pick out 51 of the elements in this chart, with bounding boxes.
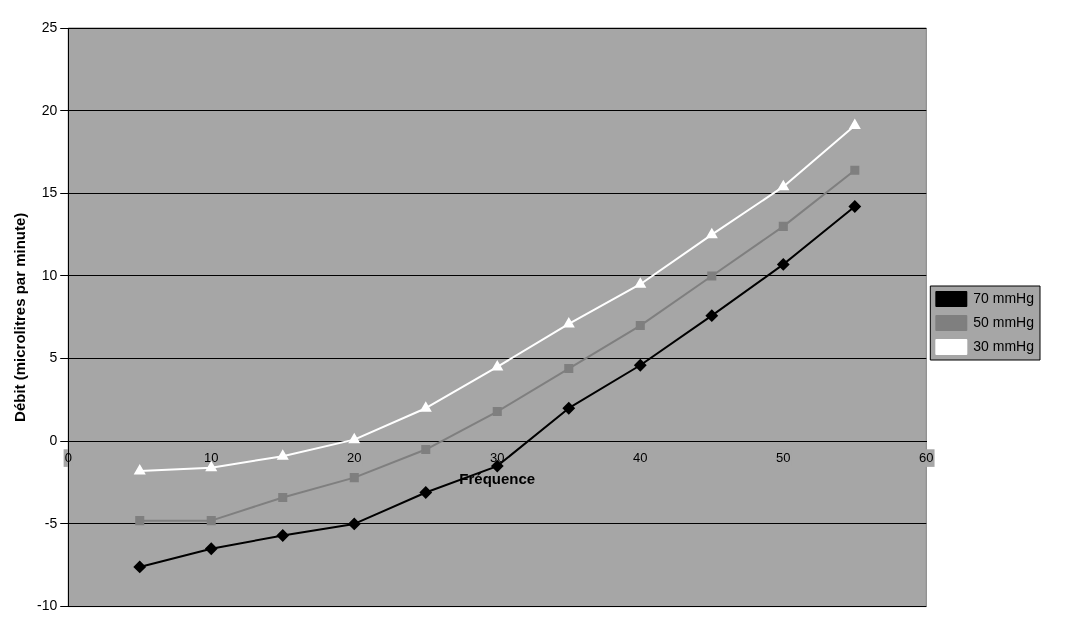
point	[564, 364, 574, 374]
point	[133, 560, 146, 573]
legend-label: 30 mmHg	[973, 337, 1034, 354]
x-tick-label: 50	[776, 449, 791, 465]
point	[348, 517, 361, 530]
point	[850, 165, 860, 175]
y-tick-label: 10	[41, 266, 58, 283]
point	[848, 200, 861, 213]
point	[205, 542, 218, 555]
point	[277, 450, 289, 460]
legend-label: 70 mmHg	[973, 289, 1034, 306]
point	[348, 433, 360, 444]
point	[420, 402, 432, 412]
point	[777, 258, 790, 271]
point	[276, 529, 289, 542]
y-axis-title: Débit (microlitres par minute)	[11, 212, 29, 422]
y-tick-label: -10	[37, 597, 58, 614]
point	[205, 461, 217, 472]
point	[777, 180, 789, 191]
x-tick-label: 40	[633, 449, 648, 465]
y-tick-label: -5	[44, 514, 58, 531]
point	[706, 228, 718, 239]
point	[419, 486, 432, 499]
y-tick-label: 25	[41, 18, 58, 35]
point	[635, 321, 645, 331]
point	[634, 359, 647, 372]
point	[562, 402, 575, 415]
point	[634, 278, 646, 288]
y-tick-label: 5	[49, 349, 58, 366]
point	[492, 406, 502, 417]
x-tick-label: 20	[347, 449, 362, 465]
x-tick-label: 60	[919, 449, 934, 465]
point	[134, 465, 146, 475]
legend-label: 50 mmHg	[973, 313, 1034, 330]
point	[491, 360, 503, 371]
point	[778, 221, 788, 231]
point	[421, 445, 431, 455]
y-tick-label: 20	[41, 101, 58, 118]
y-tick-label: 0	[49, 432, 58, 449]
x-tick-label: 10	[204, 449, 219, 465]
point	[563, 317, 575, 328]
y-tick-label: 15	[41, 184, 58, 201]
point	[135, 516, 145, 526]
x-tick-label: 30	[490, 449, 505, 465]
x-axis-title: Fréquence	[459, 470, 536, 488]
point	[849, 119, 861, 130]
point	[349, 473, 359, 483]
point	[206, 516, 216, 526]
point	[705, 309, 718, 322]
point	[278, 492, 288, 503]
point	[707, 271, 717, 281]
